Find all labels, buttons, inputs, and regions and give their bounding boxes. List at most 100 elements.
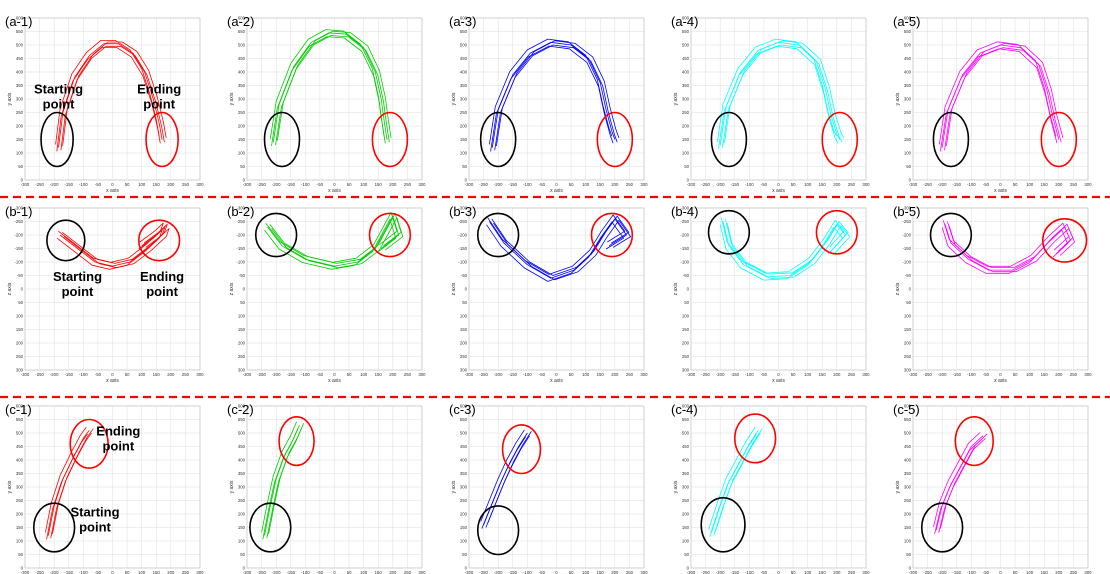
x-tick-label: 150 xyxy=(597,372,605,377)
trajectory-line xyxy=(725,218,849,275)
end-region-ellipse xyxy=(69,418,109,469)
x-tick-label: 0 xyxy=(333,182,336,187)
trajectory-line xyxy=(715,428,763,532)
x-tick-label: 200 xyxy=(389,182,397,187)
x-tick-label: -250 xyxy=(923,182,932,187)
x-tick-label: 300 xyxy=(1084,570,1092,574)
panel-label: (b-3) xyxy=(449,204,476,219)
x-tick-label: 100 xyxy=(138,182,146,187)
trajectory-line xyxy=(709,433,757,537)
x-tick-label: 100 xyxy=(804,182,812,187)
x-tick-label: 250 xyxy=(404,182,412,187)
annotation-label: Starting point xyxy=(34,82,83,112)
y-tick-label: 300 xyxy=(460,368,468,373)
y-tick-label: 150 xyxy=(16,137,24,142)
y-tick-label: -300 xyxy=(458,206,467,211)
x-tick-label: 50 xyxy=(791,372,796,377)
y-tick-label: 200 xyxy=(460,512,468,517)
trajectory-line xyxy=(62,41,167,147)
panel-label: (b-5) xyxy=(893,204,920,219)
x-tick-label: 150 xyxy=(375,570,383,574)
trajectory-line xyxy=(491,215,630,276)
x-tick-label: -100 xyxy=(523,372,532,377)
annotation-word: point xyxy=(79,520,111,535)
x-axis-label: x axis xyxy=(550,188,563,194)
x-tick-label: -200 xyxy=(494,570,503,574)
x-tick-label: 200 xyxy=(389,372,397,377)
start-region-ellipse xyxy=(710,111,748,168)
x-tick-label: 300 xyxy=(1084,372,1092,377)
x-tick-label: 300 xyxy=(196,182,204,187)
x-tick-label: 50 xyxy=(1013,182,1018,187)
x-tick-label: 0 xyxy=(555,182,558,187)
y-tick-label: 400 xyxy=(238,458,246,463)
x-tick-label: -200 xyxy=(272,570,281,574)
x-axis-label: x axis xyxy=(328,188,341,194)
x-tick-label: 250 xyxy=(1070,372,1078,377)
start-region-ellipse xyxy=(929,212,973,258)
x-tick-label: -150 xyxy=(64,372,73,377)
start-region-ellipse xyxy=(932,111,970,168)
y-tick-label: 50 xyxy=(462,300,467,305)
trajectory-line xyxy=(716,38,838,142)
trajectory-line xyxy=(938,438,986,533)
y-tick-label: 600 xyxy=(238,16,246,21)
x-tick-label: -250 xyxy=(257,182,266,187)
x-tick-label: -300 xyxy=(243,570,252,574)
y-tick-label: 200 xyxy=(16,124,24,129)
y-tick-label: 500 xyxy=(682,431,690,436)
x-tick-label: 50 xyxy=(791,182,796,187)
x-tick-label: 50 xyxy=(1013,372,1018,377)
y-tick-label: 500 xyxy=(904,43,912,48)
panel-a-1: -300 -250 -200 -150 -100 -50 0 50 100 150 200 250 30… xyxy=(5,14,204,194)
y-tick-label: 200 xyxy=(682,512,690,517)
x-tick-label: -100 xyxy=(967,570,976,574)
x-tick-label: -300 xyxy=(243,372,252,377)
y-tick-label: -100 xyxy=(902,260,911,265)
start-region-ellipse xyxy=(476,212,520,258)
x-tick-label: -50 xyxy=(983,182,990,187)
x-tick-label: 200 xyxy=(833,182,841,187)
y-tick-label: 400 xyxy=(16,70,24,75)
y-tick-label: 500 xyxy=(238,43,246,48)
x-axis-label: x axis xyxy=(772,188,785,194)
x-axis-label: x axis xyxy=(106,378,119,384)
y-tick-label: -100 xyxy=(458,260,467,265)
y-tick-label: 50 xyxy=(906,552,911,557)
x-tick-label: -50 xyxy=(761,372,768,377)
trajectory-line xyxy=(722,221,846,278)
start-region-ellipse xyxy=(707,209,751,255)
y-axis-label: y axis xyxy=(673,480,679,493)
x-tick-label: -100 xyxy=(301,182,310,187)
x-tick-label: -250 xyxy=(35,182,44,187)
x-tick-label: 100 xyxy=(138,372,146,377)
x-tick-label: 50 xyxy=(569,570,574,574)
start-region-ellipse xyxy=(254,212,298,258)
y-tick-label: 200 xyxy=(904,124,912,129)
panel-c-4: -300 -250 -200 -150 -100 -50 0 50 100 150 200 250 30… xyxy=(671,402,870,574)
y-tick-label: -300 xyxy=(236,206,245,211)
x-tick-label: 200 xyxy=(1055,182,1063,187)
y-axis-label: z axis xyxy=(451,282,457,295)
panel-label: (b-4) xyxy=(671,204,698,219)
y-tick-label: 350 xyxy=(16,471,24,476)
y-tick-label: -50 xyxy=(239,273,246,278)
y-tick-label: -100 xyxy=(680,260,689,265)
y-tick-label: -250 xyxy=(14,219,23,224)
y-tick-label: 400 xyxy=(16,458,24,463)
y-tick-label: 400 xyxy=(682,458,690,463)
trajectory-line xyxy=(496,40,620,147)
y-tick-label: -200 xyxy=(14,233,23,238)
x-tick-label: -50 xyxy=(983,372,990,377)
panel-a-2: -300 -250 -200 -150 -100 -50 0 50 100 150 200 250 30… xyxy=(227,14,426,194)
annotation-word: point xyxy=(43,97,75,112)
annotation-word: Ending xyxy=(140,269,184,284)
y-tick-label: 300 xyxy=(904,97,912,102)
y-tick-label: 350 xyxy=(904,471,912,476)
y-tick-label: 450 xyxy=(904,56,912,61)
panel-label: (c-3) xyxy=(449,402,476,417)
y-tick-label: 100 xyxy=(460,539,468,544)
panel-label: (c-4) xyxy=(671,402,698,417)
y-tick-label: 100 xyxy=(460,314,468,319)
y-tick-label: 450 xyxy=(682,56,690,61)
